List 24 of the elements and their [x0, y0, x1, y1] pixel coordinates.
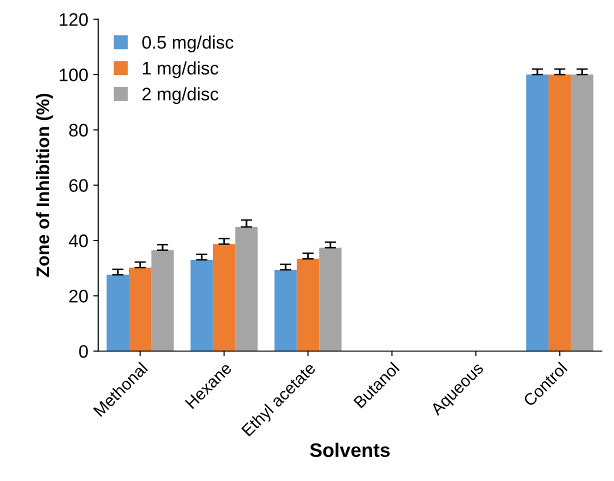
y-tick-label: 120 [60, 13, 88, 26]
y-tick-label: 60 [69, 179, 88, 192]
bar [129, 268, 152, 352]
bar [526, 74, 549, 352]
bar [151, 250, 174, 352]
bar [235, 226, 258, 352]
bar [106, 274, 130, 352]
bar [296, 258, 320, 352]
legend-label: 1 mg/disc [142, 61, 218, 78]
legend-label: 0.5 mg/disc [142, 35, 234, 52]
bar [212, 244, 236, 352]
y-tick-label: 100 [60, 68, 88, 82]
bar [190, 260, 213, 352]
bar [548, 74, 571, 352]
bar [570, 74, 594, 352]
bar [319, 248, 342, 352]
y-axis-title: Zone of Inhibition (%) [36, 94, 53, 277]
x-axis-title: Solvents [310, 442, 390, 458]
y-tick-label: 0 [79, 345, 88, 358]
bar [274, 270, 297, 352]
y-tick-label: 20 [69, 290, 88, 303]
legend-label: 2 mg/disc [142, 87, 218, 104]
y-tick-label: 40 [68, 234, 88, 248]
y-tick-label: 80 [69, 124, 88, 137]
